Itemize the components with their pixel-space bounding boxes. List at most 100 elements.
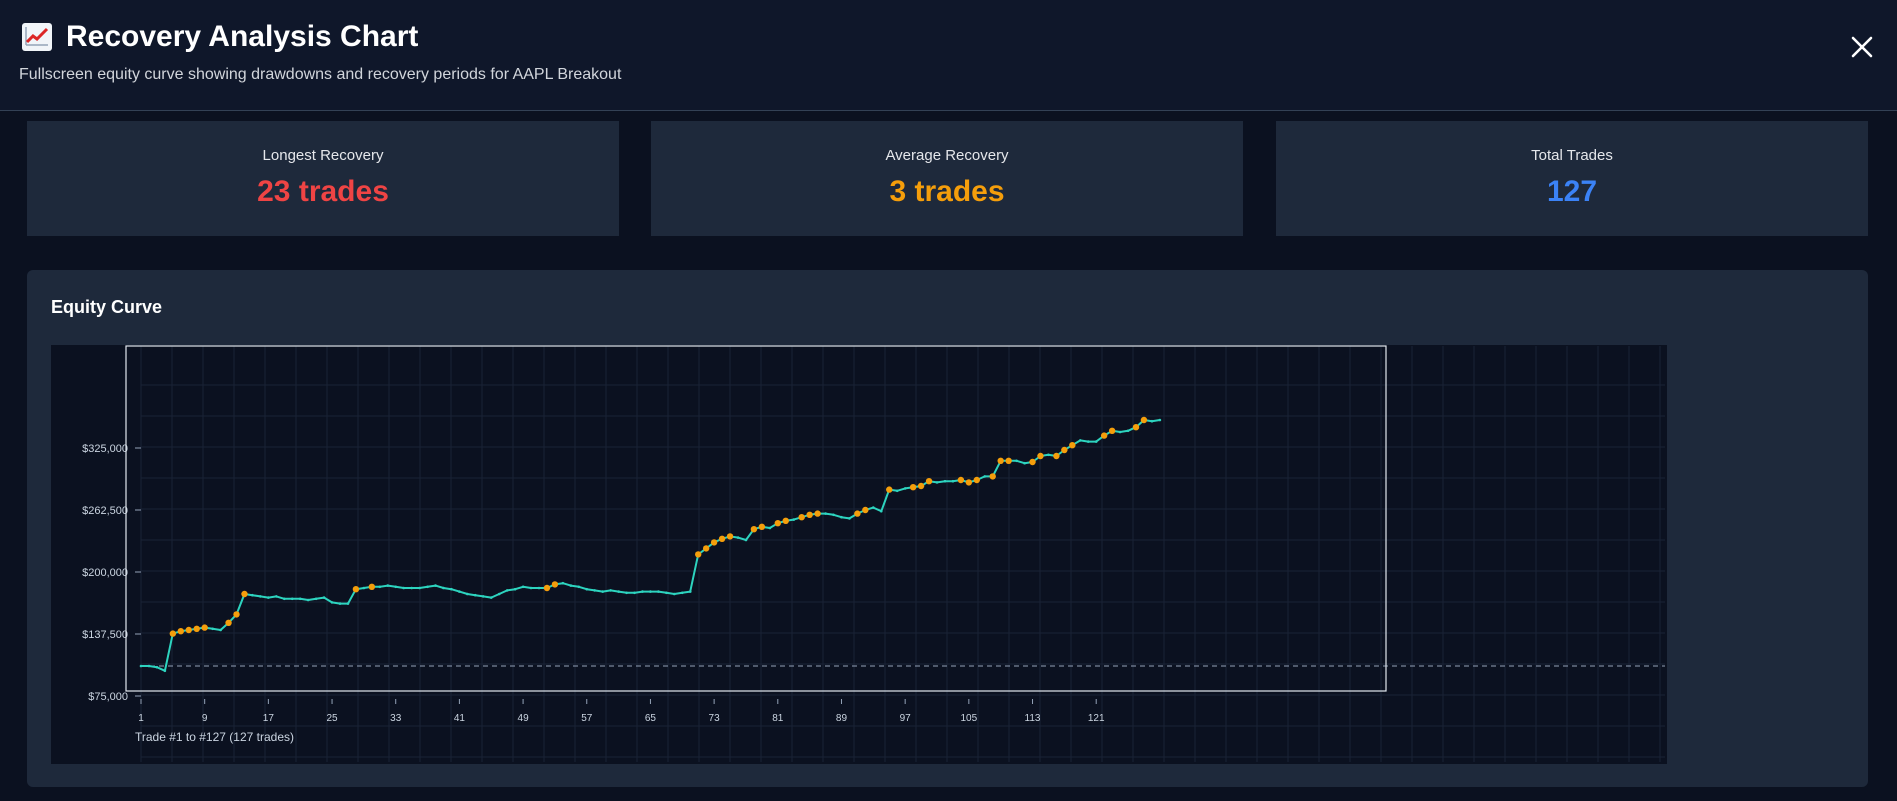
recovery-point[interactable] xyxy=(352,586,360,593)
trade-point xyxy=(418,586,421,590)
trade-point xyxy=(680,591,684,595)
trade-point xyxy=(1078,439,1082,442)
recovery-point[interactable] xyxy=(854,510,861,517)
x-tick-label: 81 xyxy=(772,713,784,724)
page-subtitle: Fullscreen equity curve showing drawdown… xyxy=(19,66,622,83)
trade-point xyxy=(450,587,453,591)
recovery-point[interactable] xyxy=(909,484,917,491)
recovery-point[interactable] xyxy=(774,520,781,527)
trade-point xyxy=(617,590,620,593)
recovery-point[interactable] xyxy=(917,482,925,490)
trade-point xyxy=(633,591,636,595)
recovery-point[interactable] xyxy=(814,510,821,517)
recovery-point[interactable] xyxy=(241,590,248,598)
recovery-point[interactable] xyxy=(225,619,232,626)
trade-point xyxy=(314,597,318,601)
recovery-point[interactable] xyxy=(551,581,559,588)
recovery-point[interactable] xyxy=(177,628,184,635)
recovery-point[interactable] xyxy=(886,486,893,493)
panel-title: Equity Curve xyxy=(51,297,163,317)
trade-point xyxy=(1126,429,1130,433)
trade-point xyxy=(895,489,899,493)
trade-point xyxy=(569,584,573,587)
recovery-point[interactable] xyxy=(758,523,766,530)
trade-point xyxy=(1094,440,1098,443)
y-tick-label: $200,000 xyxy=(82,567,128,579)
stat-label: Longest Recovery xyxy=(262,147,384,164)
x-tick-label: 89 xyxy=(836,713,848,724)
recovery-point[interactable] xyxy=(925,478,933,485)
trade-point xyxy=(434,584,437,587)
trade-point xyxy=(322,596,326,599)
recovery-point[interactable] xyxy=(726,533,734,540)
recovery-point[interactable] xyxy=(1037,452,1044,460)
recovery-point[interactable] xyxy=(1132,424,1140,431)
trade-point xyxy=(442,586,445,590)
recovery-point[interactable] xyxy=(718,535,726,542)
x-tick-label: 41 xyxy=(454,713,466,724)
recovery-point[interactable] xyxy=(1053,452,1060,460)
recovery-point[interactable] xyxy=(973,476,980,484)
trade-point xyxy=(665,591,668,595)
x-tick-label: 1 xyxy=(138,713,144,724)
recovery-point[interactable] xyxy=(957,476,965,484)
recovery-point[interactable] xyxy=(806,511,813,518)
x-axis: 1 9 17 25 33 41 49 57 65 73 81 89 97 105 113 121 xyxy=(138,699,1105,724)
stat-value: 3 trades xyxy=(889,175,1005,208)
recovery-point[interactable] xyxy=(702,545,710,552)
equity-curve-chart[interactable]: $75,000$137,500$200,000$262,500$325,000 … xyxy=(51,345,1667,764)
recovery-point[interactable] xyxy=(1140,416,1148,424)
recovery-point[interactable] xyxy=(169,630,177,637)
trade-point xyxy=(768,526,772,530)
recovery-point[interactable] xyxy=(695,551,702,558)
chart-caption: Trade #1 to #127 (127 trades) xyxy=(135,730,294,744)
trade-point xyxy=(935,481,939,484)
trade-point xyxy=(1086,440,1090,443)
trade-point xyxy=(943,479,947,483)
close-icon[interactable] xyxy=(1848,33,1876,61)
trade-point xyxy=(577,585,581,589)
stat-card-longest-recovery: Longest Recovery 23 trades xyxy=(27,121,619,236)
recovery-point[interactable] xyxy=(185,626,192,634)
y-tick-label: $75,000 xyxy=(88,691,128,703)
recovery-point[interactable] xyxy=(965,479,973,486)
trade-point xyxy=(673,592,676,596)
trade-point xyxy=(903,487,907,490)
recovery-point[interactable] xyxy=(710,539,718,546)
recovery-point[interactable] xyxy=(862,506,869,514)
trade-point xyxy=(505,589,509,592)
trade-point xyxy=(609,589,612,592)
recovery-point[interactable] xyxy=(368,583,376,590)
recovery-point[interactable] xyxy=(1100,432,1108,439)
trade-point xyxy=(489,596,493,599)
trade-point xyxy=(386,584,390,587)
recovery-point[interactable] xyxy=(750,526,758,533)
trade-point xyxy=(529,586,533,590)
recovery-point[interactable] xyxy=(1108,427,1116,434)
recovery-point[interactable] xyxy=(1061,446,1068,454)
x-tick-label: 113 xyxy=(1025,713,1041,724)
recovery-point[interactable] xyxy=(1069,442,1076,449)
trade-point xyxy=(275,595,278,598)
stat-card-total-trades: Total Trades 127 xyxy=(1276,121,1868,236)
title-row: Recovery Analysis Chart xyxy=(22,20,418,54)
recovery-point[interactable] xyxy=(233,611,240,618)
trade-point xyxy=(537,586,541,590)
trade-point xyxy=(879,509,883,513)
recovery-point[interactable] xyxy=(201,624,208,631)
x-tick-label: 25 xyxy=(326,713,338,724)
recovery-point[interactable] xyxy=(798,514,805,521)
trade-point xyxy=(267,596,270,599)
recovery-point[interactable] xyxy=(782,517,789,524)
trade-point xyxy=(641,590,644,593)
trade-point xyxy=(1158,418,1162,422)
recovery-point[interactable] xyxy=(543,584,551,592)
recovery-point[interactable] xyxy=(989,473,996,480)
recovery-point[interactable] xyxy=(997,457,1004,464)
recovery-point[interactable] xyxy=(1005,457,1012,464)
recovery-point[interactable] xyxy=(193,625,200,632)
equity-curve-panel: Equity Curve $75,000 $137,500 $200,000 $262… xyxy=(27,270,1868,787)
stat-card-average-recovery: Average Recovery 3 trades xyxy=(651,121,1243,236)
trade-markers xyxy=(139,418,1162,673)
recovery-point[interactable] xyxy=(1029,458,1036,466)
